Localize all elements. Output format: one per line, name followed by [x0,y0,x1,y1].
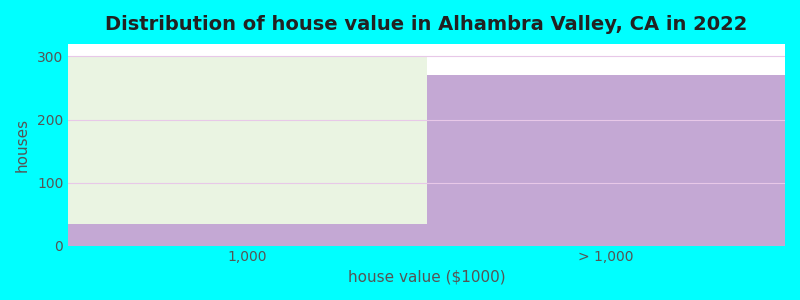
X-axis label: house value ($1000): house value ($1000) [348,270,506,285]
Y-axis label: houses: houses [15,118,30,172]
Title: Distribution of house value in Alhambra Valley, CA in 2022: Distribution of house value in Alhambra … [106,15,748,34]
Bar [426,75,785,246]
Bar [68,224,426,246]
Bar [68,56,426,246]
